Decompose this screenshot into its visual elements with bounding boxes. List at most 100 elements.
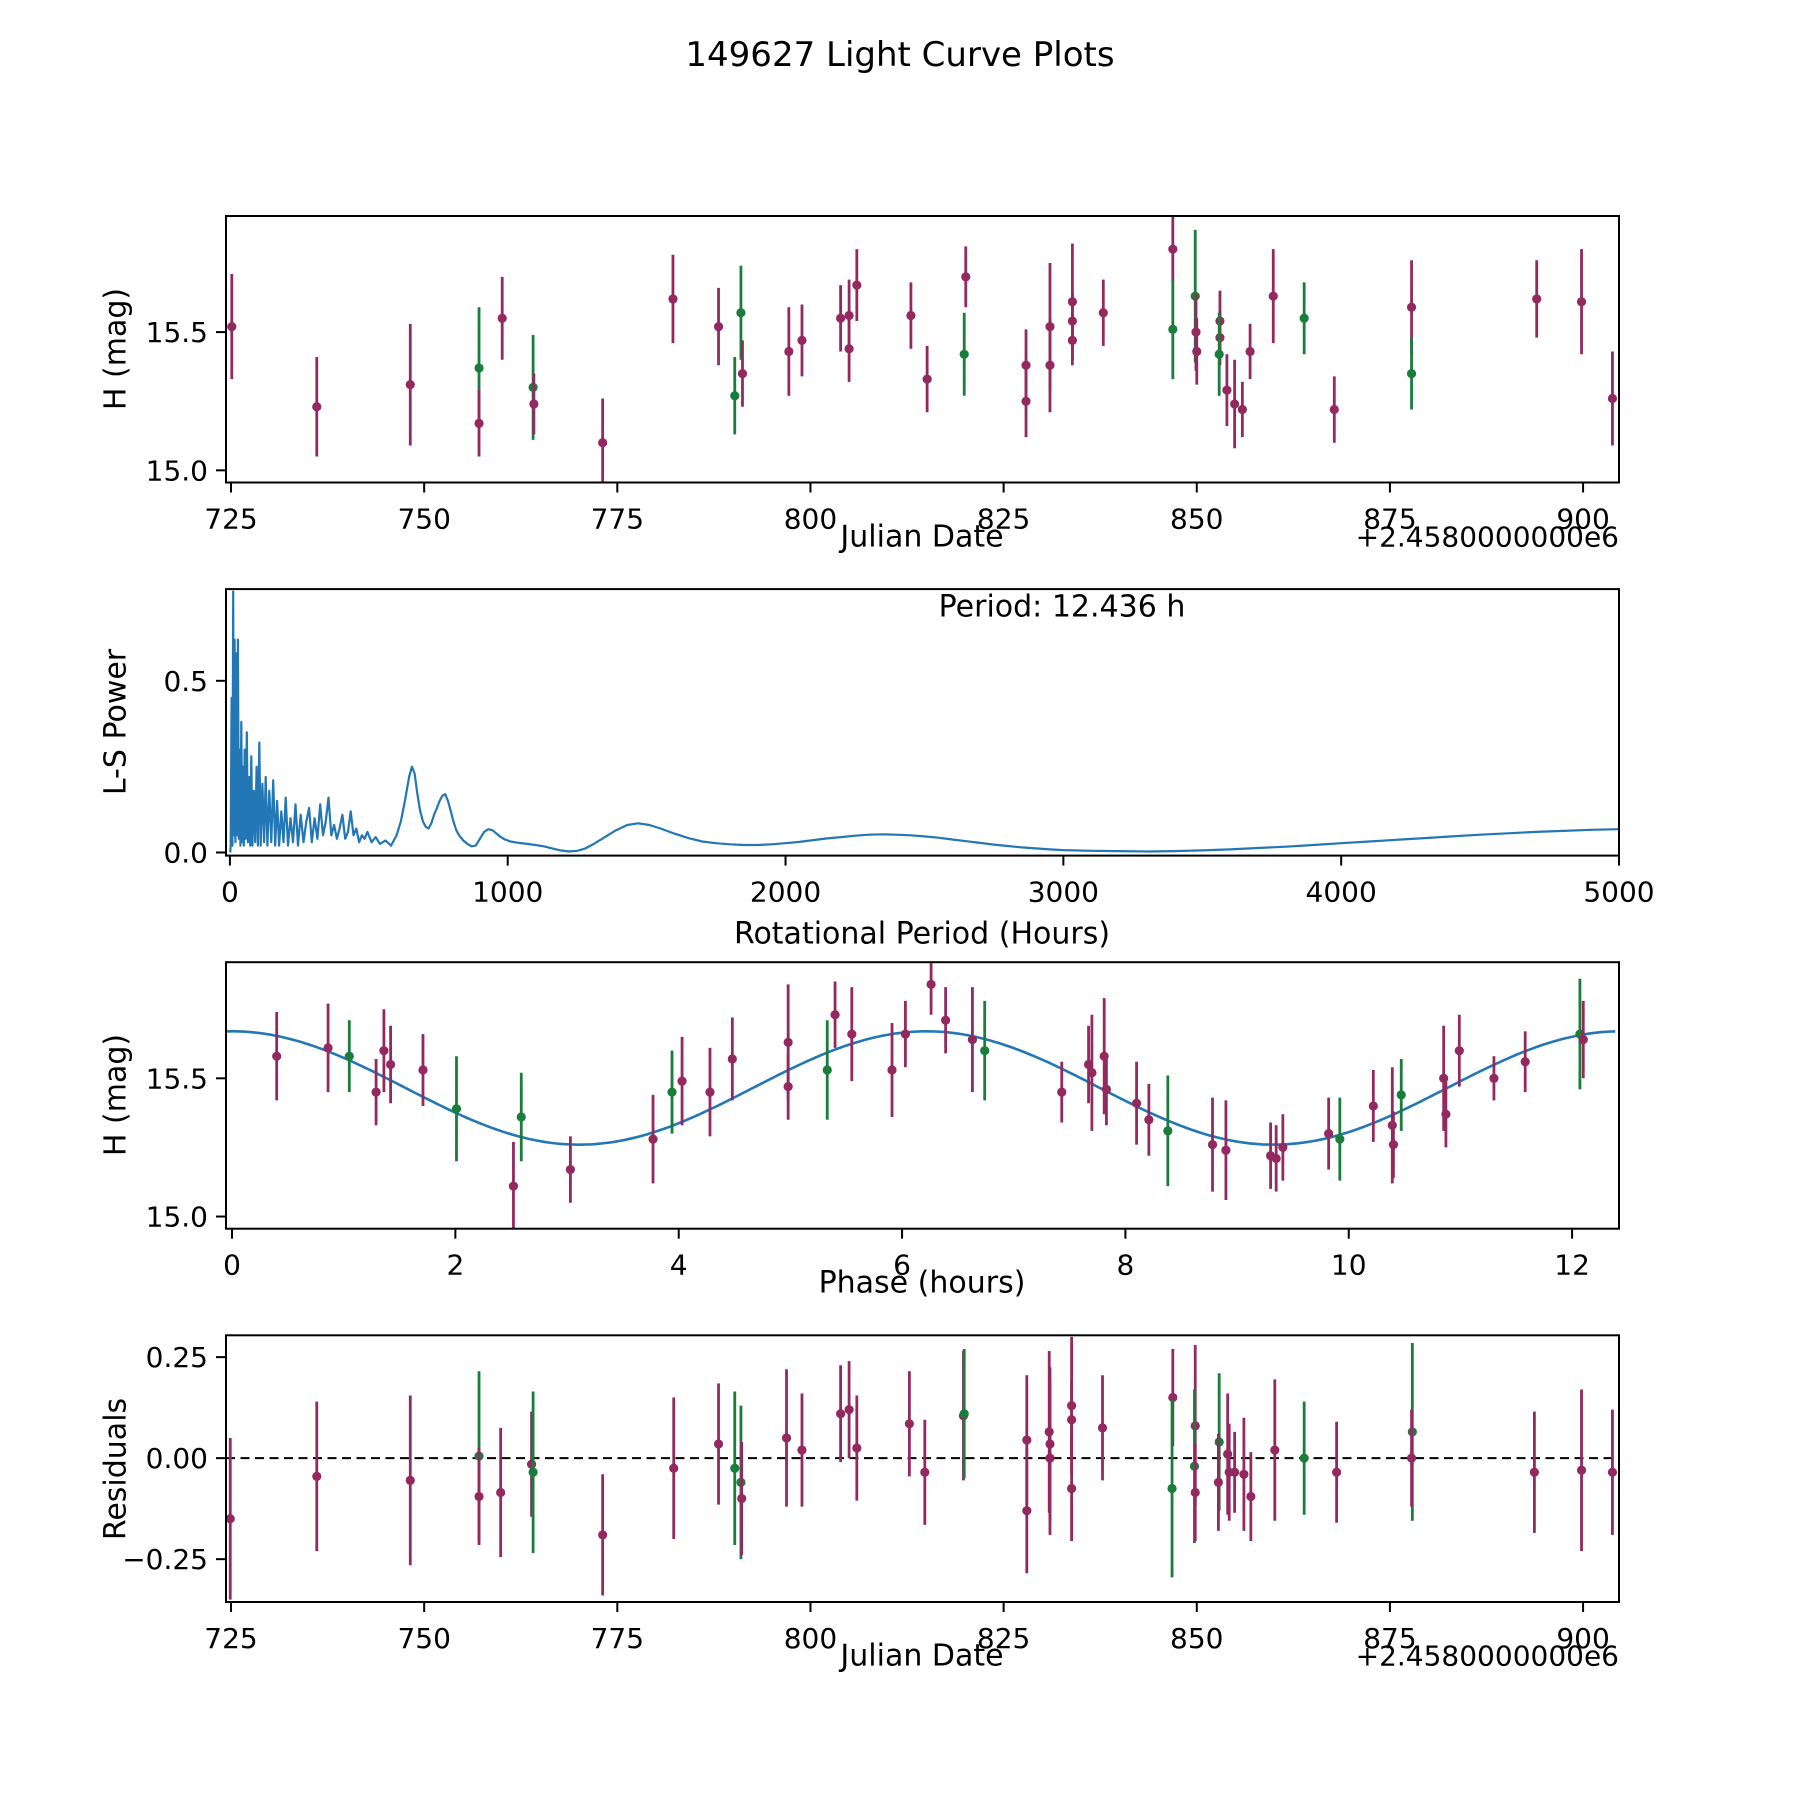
data-point xyxy=(379,1046,389,1056)
axes-frame xyxy=(225,961,1620,1230)
subplot-jd_lightcurve: 725 750 775 800 825 850 875 900 15.0 15.5 xyxy=(146,215,1620,536)
figure-title: 149627 Light Curve Plots xyxy=(685,35,1115,75)
data-point xyxy=(1406,1453,1417,1463)
data-point xyxy=(312,402,322,412)
data-point xyxy=(1578,1035,1588,1045)
data-point xyxy=(926,979,936,989)
axes-frame xyxy=(225,588,1620,857)
ax1-xlabel: Julian Date xyxy=(840,519,1004,555)
data-point xyxy=(1045,1453,1055,1463)
x-tick-label: 800 xyxy=(784,503,837,536)
data-point xyxy=(713,1439,724,1449)
data-point xyxy=(323,1043,333,1053)
x-tick-label: 2 xyxy=(446,1249,464,1282)
data-point xyxy=(1167,1483,1177,1494)
data-point xyxy=(227,321,237,332)
data-point xyxy=(677,1076,687,1086)
x-tick-label: 5000 xyxy=(1583,876,1654,909)
data-point xyxy=(1406,302,1417,312)
x-tick-label: 825 xyxy=(977,1622,1030,1655)
data-point xyxy=(1239,1469,1249,1479)
data-point xyxy=(1230,399,1240,409)
ax3-xlabel: Phase (hours) xyxy=(818,1265,1026,1301)
data-point xyxy=(730,1463,740,1473)
data-point xyxy=(1131,1098,1142,1108)
data-point xyxy=(451,1104,462,1114)
data-point xyxy=(598,1530,608,1540)
data-point xyxy=(497,313,507,323)
data-point xyxy=(474,363,484,373)
data-point xyxy=(1067,1483,1077,1494)
data-point xyxy=(1329,404,1339,415)
data-point xyxy=(1168,244,1178,254)
data-point xyxy=(727,1054,737,1064)
x-tick-label: 775 xyxy=(591,503,644,536)
data-point xyxy=(371,1087,381,1097)
data-point xyxy=(1057,1087,1067,1097)
data-point xyxy=(781,1433,792,1443)
data-point xyxy=(1270,1445,1280,1455)
data-point xyxy=(852,280,862,290)
ax1-axis-offset: +2.4580000000e6 xyxy=(1355,520,1619,554)
data-point xyxy=(1489,1073,1499,1083)
data-point xyxy=(1207,1140,1218,1150)
data-point xyxy=(1245,346,1255,357)
ax2-ylabel: L-S Power xyxy=(98,648,134,796)
data-point xyxy=(784,346,794,357)
data-point xyxy=(1396,1090,1406,1100)
data-point xyxy=(1221,1145,1231,1155)
axes-content xyxy=(226,962,1616,1229)
axes-content xyxy=(227,216,1618,483)
x-tick-label: 10 xyxy=(1331,1249,1367,1282)
axes-frame xyxy=(225,215,1620,484)
data-point xyxy=(844,1405,854,1415)
data-point xyxy=(1101,1084,1112,1094)
data-point xyxy=(474,418,484,428)
data-point xyxy=(900,1029,911,1039)
data-point xyxy=(1237,404,1247,415)
data-point xyxy=(1192,346,1202,357)
x-tick-label: 800 xyxy=(784,1622,837,1655)
data-point xyxy=(830,1010,840,1020)
data-point xyxy=(730,391,740,401)
data-point xyxy=(822,1065,832,1075)
data-point xyxy=(516,1112,526,1122)
data-point xyxy=(1576,1465,1587,1475)
data-point xyxy=(1278,1142,1288,1153)
x-tick-label: 725 xyxy=(204,503,257,536)
data-point xyxy=(1045,360,1055,370)
x-tick-label: 900 xyxy=(1556,1622,1609,1655)
data-point xyxy=(1222,385,1232,395)
data-point xyxy=(852,1443,862,1453)
data-point xyxy=(1230,1467,1240,1477)
data-point xyxy=(1021,396,1031,406)
data-point xyxy=(528,1467,538,1477)
x-tick-label: 4 xyxy=(670,1249,688,1282)
sine-fit-curve xyxy=(226,1030,1616,1147)
data-point xyxy=(737,1493,747,1504)
data-point xyxy=(474,1491,484,1502)
x-tick-label: 3000 xyxy=(1028,876,1099,909)
data-point xyxy=(1520,1057,1530,1067)
data-point xyxy=(1299,313,1309,323)
data-point xyxy=(713,321,724,332)
data-point xyxy=(312,1471,322,1481)
data-point xyxy=(783,1082,793,1092)
data-point xyxy=(344,1051,354,1061)
data-point xyxy=(797,335,807,346)
axes-content xyxy=(229,590,1619,853)
subplot-phase_lightcurve: 0 2 4 6 8 10 12 15.0 15.5 xyxy=(146,961,1620,1282)
data-point xyxy=(526,1459,537,1469)
x-tick-label: 850 xyxy=(1170,503,1223,536)
x-tick-label: 0 xyxy=(221,876,239,909)
ax4-xlabel: Julian Date xyxy=(840,1638,1004,1674)
data-point xyxy=(1213,1477,1224,1487)
data-point xyxy=(1144,1115,1154,1125)
y-tick-label: 0.25 xyxy=(146,1341,208,1374)
data-point xyxy=(1532,294,1542,304)
data-point xyxy=(920,1467,930,1477)
x-tick-label: 875 xyxy=(1363,1622,1416,1655)
data-point xyxy=(737,368,748,379)
data-point xyxy=(783,1037,793,1047)
ax3-ylabel: H (mag) xyxy=(98,1033,134,1157)
